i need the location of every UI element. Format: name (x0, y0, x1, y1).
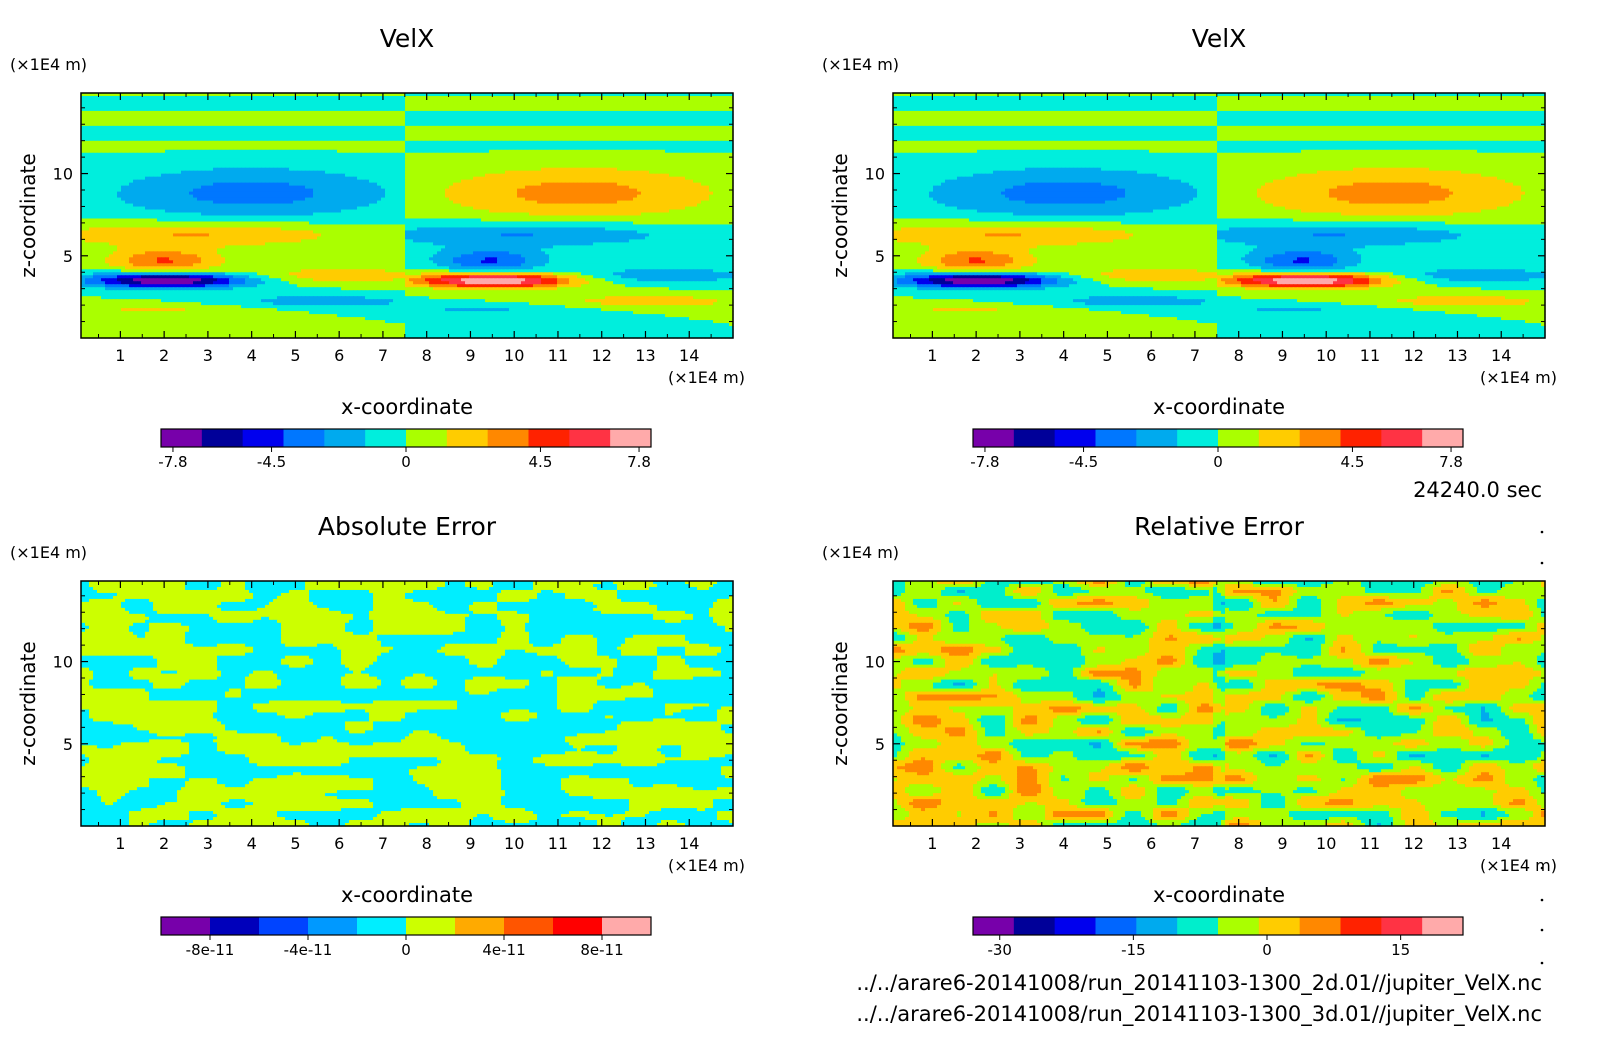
source-file-1: ../../arare6-20141008/run_20141103-1300_… (856, 971, 1542, 996)
source-file-2: ../../arare6-20141008/run_20141103-1300_… (856, 1002, 1542, 1027)
heatmap-cells (81, 93, 734, 339)
time-label: 24240.0 sec (1413, 478, 1542, 502)
figure-canvas: 24240.0 sec ../../arare6-20141008/run_20… (0, 0, 1604, 1054)
